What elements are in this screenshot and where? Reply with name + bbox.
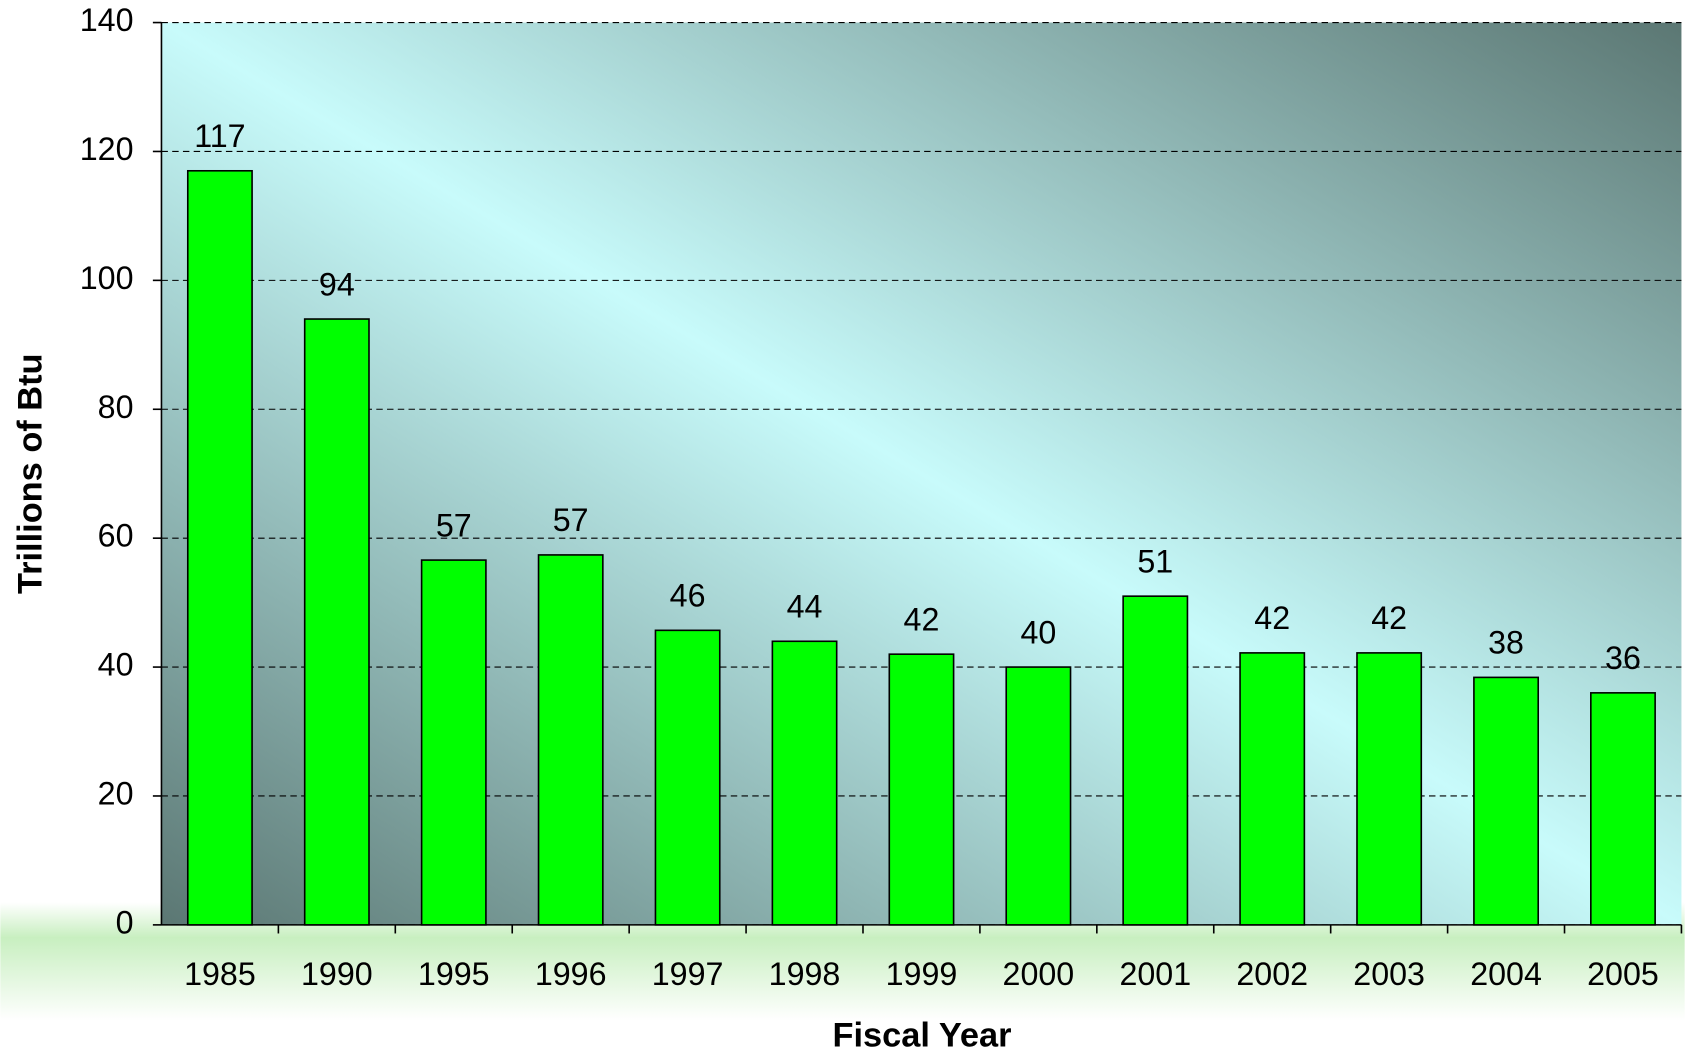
bar (1590, 692, 1656, 926)
x-tick-label: 1995 (418, 956, 490, 992)
data-label: 36 (1605, 640, 1641, 676)
x-tick-label: 2002 (1236, 956, 1308, 992)
x-tick-label: 1998 (769, 956, 841, 992)
bar (303, 318, 370, 926)
data-label: 38 (1488, 625, 1524, 661)
x-tick-label: 1996 (535, 956, 607, 992)
x-tick-label: 1985 (184, 956, 256, 992)
data-label: 42 (904, 601, 940, 637)
x-tick-label: 1990 (301, 956, 373, 992)
data-label: 44 (787, 589, 823, 625)
bar (1356, 652, 1423, 926)
bar (1239, 652, 1306, 926)
x-tick-label: 1999 (886, 956, 958, 992)
y-tick-label: 40 (98, 647, 134, 683)
bar (420, 559, 487, 926)
data-label: 57 (436, 507, 472, 543)
y-tick-label: 100 (80, 260, 134, 296)
y-tick-label: 120 (80, 131, 134, 167)
y-tick-label: 20 (98, 775, 134, 811)
x-tick-label: 2003 (1353, 956, 1425, 992)
x-tick-label: 2001 (1119, 956, 1191, 992)
bar (1005, 666, 1072, 926)
x-tick-label: 2004 (1470, 956, 1542, 992)
bar (186, 169, 253, 926)
data-label: 42 (1371, 600, 1407, 636)
y-axis-title: Trillions of Btu (12, 353, 50, 594)
x-tick-label: 2005 (1587, 956, 1659, 992)
y-tick-label: 0 (116, 904, 134, 940)
bar (771, 640, 838, 926)
data-label: 57 (553, 502, 589, 538)
bar (888, 653, 955, 926)
x-tick-label: 1997 (652, 956, 724, 992)
data-label: 117 (194, 118, 245, 154)
y-tick-label: 60 (98, 518, 134, 554)
y-tick-label: 140 (80, 2, 134, 38)
bar (537, 554, 604, 926)
x-axis-title: Fiscal Year (833, 1017, 1012, 1055)
x-tick-label: 2000 (1003, 956, 1075, 992)
data-label: 42 (1254, 600, 1290, 636)
bar (1122, 595, 1189, 926)
bar (1473, 676, 1540, 926)
data-label: 51 (1137, 543, 1173, 579)
data-label: 40 (1020, 614, 1056, 650)
y-tick-label: 80 (98, 389, 134, 425)
data-label: 46 (670, 578, 706, 614)
bar (654, 629, 721, 926)
data-label: 94 (319, 266, 355, 302)
